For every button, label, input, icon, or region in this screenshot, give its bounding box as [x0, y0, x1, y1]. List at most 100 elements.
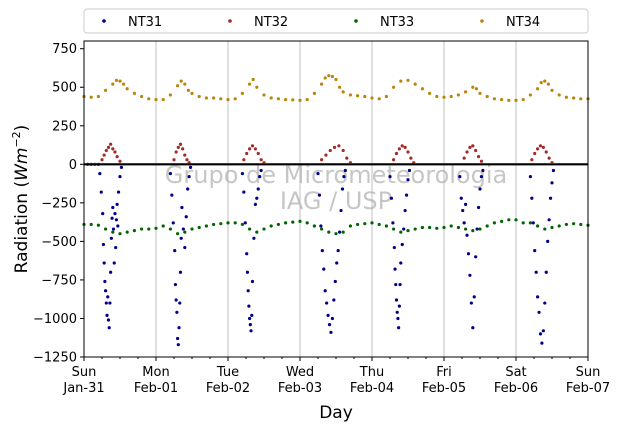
data-point [119, 165, 124, 169]
data-point [543, 227, 547, 231]
data-point [320, 249, 324, 253]
data-point [539, 81, 543, 85]
data-point [258, 175, 262, 179]
data-point [233, 221, 237, 225]
data-point [557, 93, 561, 97]
y-axis-label-unit: Wm [12, 148, 32, 181]
legend-marker [102, 19, 106, 23]
data-point [115, 202, 119, 206]
data-point [406, 150, 410, 154]
data-point [406, 178, 410, 182]
y-tick-label: −250 [41, 196, 77, 211]
data-point [384, 94, 388, 99]
data-point [340, 187, 345, 191]
data-point [341, 230, 345, 234]
data-point [174, 150, 178, 154]
data-point [356, 94, 360, 98]
y-tick-label: −750 [41, 273, 77, 288]
data-point [409, 156, 413, 160]
data-point [96, 94, 100, 99]
data-point [140, 227, 144, 231]
data-point [492, 97, 496, 101]
data-point [102, 153, 106, 157]
data-point [255, 230, 259, 234]
data-point [178, 142, 183, 146]
data-point [111, 230, 115, 234]
data-point [507, 218, 511, 222]
data-point [356, 222, 360, 227]
data-point [388, 175, 392, 179]
data-point [240, 91, 244, 96]
data-point [269, 96, 273, 100]
data-point [461, 208, 465, 213]
x-axis: SunJan-31MonFeb-01TueFeb-02WedFeb-03ThuF… [62, 357, 610, 396]
y-tick-label: −1000 [33, 312, 77, 327]
data-point [103, 279, 107, 284]
data-point [536, 224, 540, 228]
data-point [543, 79, 547, 83]
data-point [89, 222, 93, 227]
data-point [392, 227, 396, 231]
data-point [248, 316, 252, 321]
data-point [259, 158, 263, 162]
data-point [109, 142, 113, 146]
vertical-gridlines [155, 41, 517, 357]
data-point [395, 310, 399, 314]
y-axis-label-prefix: Radiation ( [12, 181, 32, 273]
data-point [428, 225, 432, 230]
data-point [327, 323, 332, 327]
data-point [320, 158, 324, 162]
data-point [449, 94, 453, 99]
data-point [474, 255, 478, 259]
series-nt34 [82, 74, 590, 102]
data-point [537, 310, 541, 314]
data-point [536, 295, 540, 299]
data-point [548, 196, 553, 200]
data-point [400, 144, 404, 148]
data-point [250, 144, 255, 148]
data-point [204, 224, 208, 228]
data-point [240, 222, 244, 227]
x-tick-label-date: Jan-31 [62, 381, 104, 396]
data-point [245, 252, 249, 256]
data-point [147, 97, 151, 101]
data-point [320, 227, 324, 231]
data-point [188, 165, 193, 169]
data-point [471, 85, 475, 89]
data-point [197, 94, 201, 99]
data-point [317, 193, 322, 197]
data-point [324, 153, 328, 157]
data-point [253, 147, 257, 151]
legend: NT31 NT32 NT33 NT34 [83, 8, 589, 34]
data-point [173, 249, 177, 253]
data-point [179, 79, 183, 83]
data-point [298, 219, 302, 223]
data-point [342, 175, 346, 179]
data-point [291, 220, 295, 224]
data-point [204, 96, 208, 100]
data-point [334, 232, 338, 236]
data-point [465, 150, 469, 154]
data-point [247, 304, 251, 308]
x-tick-label-day: Wed [286, 365, 314, 380]
data-point [550, 88, 554, 92]
data-point [248, 82, 252, 86]
data-point [168, 93, 172, 97]
data-point [176, 232, 180, 236]
data-point [111, 147, 115, 151]
data-point [114, 245, 118, 250]
data-point [154, 97, 158, 102]
data-point [533, 151, 537, 156]
data-point [89, 95, 93, 99]
data-point [250, 279, 255, 284]
data-point [269, 224, 273, 228]
data-point [101, 212, 105, 216]
data-point [161, 224, 165, 228]
data-point [536, 147, 540, 151]
data-point [187, 175, 191, 179]
data-point [176, 145, 180, 149]
data-point [176, 84, 180, 88]
x-tick-label-date: Feb-01 [134, 381, 178, 396]
x-tick-label-day: Sat [505, 365, 526, 380]
